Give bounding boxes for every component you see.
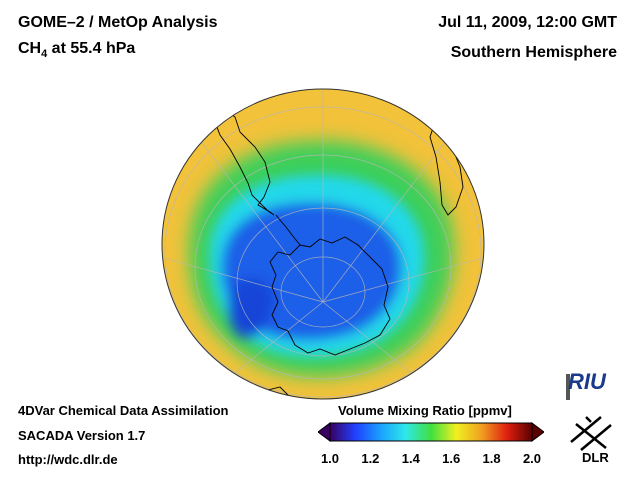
colorbar-tick-label: 1.8 xyxy=(482,451,501,466)
colorbar-tick-label: 1.2 xyxy=(361,451,380,466)
graticule xyxy=(162,89,484,399)
dlr-logo-text: DLR xyxy=(582,450,609,465)
hemisphere-label: Southern Hemisphere xyxy=(450,44,617,61)
africa-coast xyxy=(429,121,464,216)
colorbar-under-arrow xyxy=(318,422,331,442)
south-america-coast xyxy=(214,106,275,216)
species-subscript: 4 xyxy=(41,48,48,61)
colorbar-over-arrow xyxy=(531,422,544,442)
species-level: CH4 at 55.4 hPa xyxy=(18,40,135,60)
datetime-label: Jul 11, 2009, 12:00 GMT xyxy=(438,14,617,31)
species-label: CH xyxy=(18,40,42,57)
colorbar-gradient xyxy=(329,422,533,442)
colorbar-tick-label: 2.0 xyxy=(522,451,542,466)
footer-line-2: SACADA Version 1.7 xyxy=(18,428,146,443)
map-title: GOME–2 / MetOp Analysis xyxy=(18,14,218,31)
pressure-level: at 55.4 hPa xyxy=(47,40,136,57)
globe-outline xyxy=(161,88,485,400)
colorbar xyxy=(318,422,544,442)
globe-map xyxy=(161,88,485,400)
colorbar-tick-label: 1.0 xyxy=(320,451,340,466)
antarctica-coast xyxy=(269,236,391,356)
ch4-field xyxy=(162,89,484,399)
antarctic-peninsula xyxy=(275,214,301,246)
colorbar-tick-label: 1.4 xyxy=(401,451,420,466)
colorbar-tick-label: 1.6 xyxy=(442,451,461,466)
riu-logo-mark xyxy=(566,374,570,400)
footer-url[interactable]: http://wdc.dlr.de xyxy=(18,452,118,467)
colorbar-title: Volume Mixing Ratio [ppmv] xyxy=(338,403,512,418)
dlr-logo-icon xyxy=(570,416,612,451)
footer-line-1: 4DVar Chemical Data Assimilation xyxy=(18,403,229,418)
riu-logo: RIU xyxy=(568,369,606,394)
